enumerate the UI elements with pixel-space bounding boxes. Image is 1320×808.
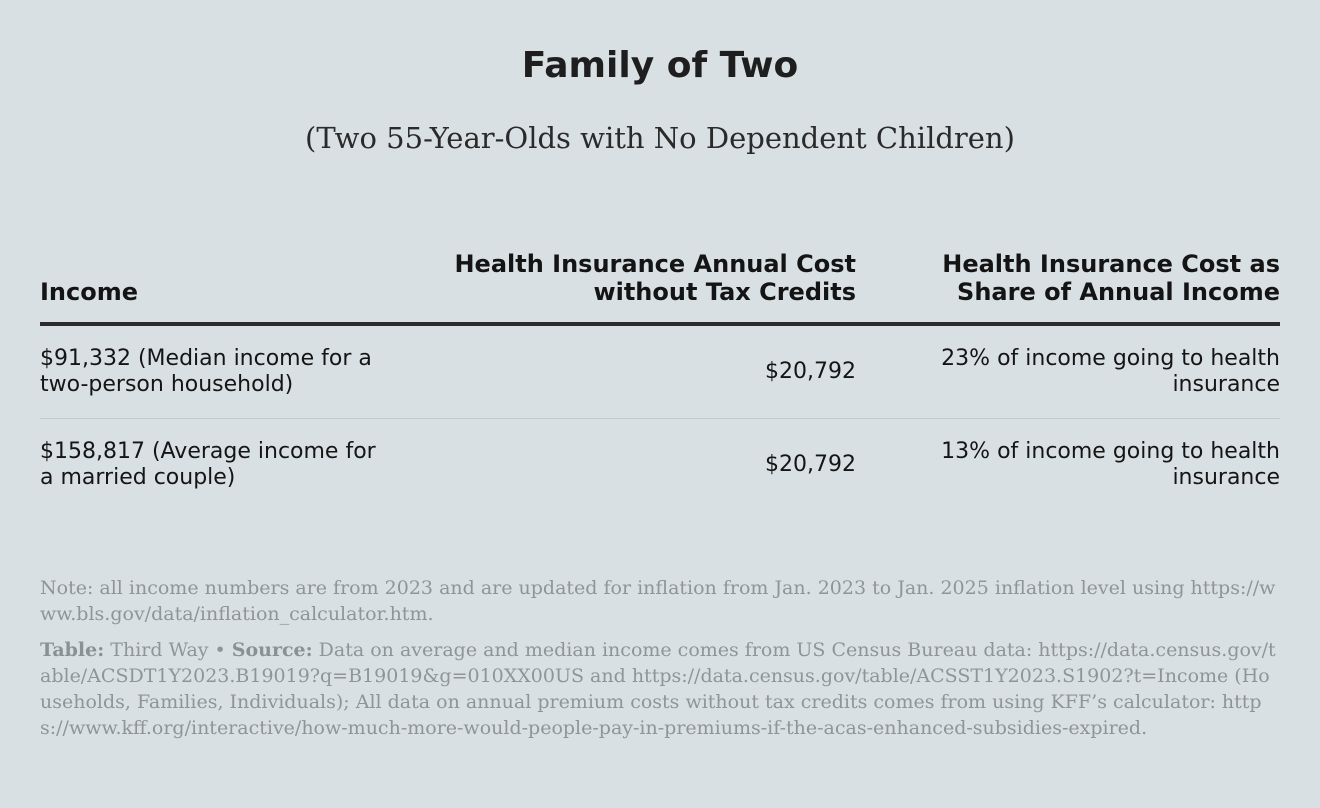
footnote-credits: Table: Third Way • Source: Data on average… xyxy=(40,637,1280,741)
table-row: $158,817 (Average income for a married c… xyxy=(40,419,1280,512)
table-row: $91,332 (Median income for a two-person … xyxy=(40,324,1280,419)
income-cell: $91,332 (Median income for a two-person … xyxy=(40,324,400,419)
share-cell: 13% of income going to health insurance xyxy=(856,419,1280,512)
income-cell: $158,817 (Average income for a married c… xyxy=(40,419,400,512)
data-table: Income Health Insurance Annual Cost with… xyxy=(40,250,1280,511)
income-text: $91,332 (Median income for a two-person … xyxy=(40,346,372,397)
column-header-cost: Health Insurance Annual Cost without Tax… xyxy=(400,250,856,326)
table-credit-label: Table: xyxy=(40,639,105,661)
chart-subtitle: (Two 55-Year-Olds with No Dependent Chil… xyxy=(305,121,1015,155)
credit-separator: • xyxy=(214,639,226,661)
table-header-row: Income Health Insurance Annual Cost with… xyxy=(40,250,1280,326)
table-credit-value: Third Way xyxy=(110,639,209,661)
share-text: 23% of income going to health insurance xyxy=(941,346,1280,397)
column-header-income: Income xyxy=(40,250,400,326)
source-credit-label: Source: xyxy=(231,639,313,661)
chart-title: Family of Two xyxy=(521,45,799,86)
cost-cell: $20,792 xyxy=(400,324,856,419)
share-text: 13% of income going to health insurance xyxy=(941,439,1280,490)
footnotes: Note: all income numbers are from 2023 a… xyxy=(40,575,1280,741)
column-header-share: Health Insurance Cost as Share of Annual… xyxy=(856,250,1280,326)
footnote-note: Note: all income numbers are from 2023 a… xyxy=(40,577,1276,625)
source-credit-value: Data on average and median income comes … xyxy=(40,639,1276,739)
share-cell: 23% of income going to health insurance xyxy=(856,324,1280,419)
cost-cell: $20,792 xyxy=(765,452,856,477)
income-text: $158,817 (Average income for a married c… xyxy=(40,439,376,490)
